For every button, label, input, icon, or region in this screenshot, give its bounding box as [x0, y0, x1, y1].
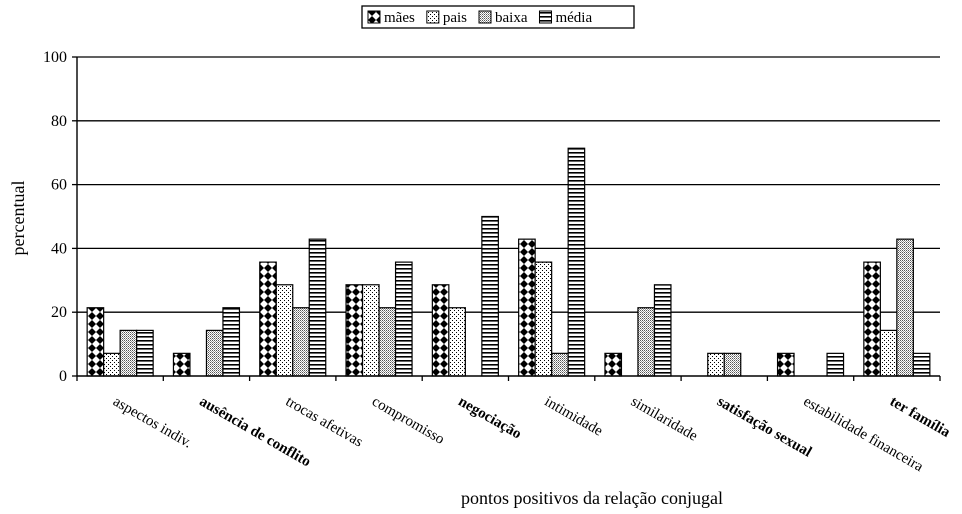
bar-mães-7 — [604, 352, 623, 377]
y-axis-title: percentual — [8, 181, 28, 256]
bar-pais-4 — [361, 284, 380, 377]
bar-mães-9 — [776, 352, 795, 377]
x-tick-label: intimidade — [542, 394, 606, 440]
x-tick-label: satisfação sexual — [714, 394, 814, 461]
y-tick-label: 80 — [51, 113, 67, 130]
bar-mães-4 — [345, 284, 364, 377]
bar-baixa-7 — [637, 307, 656, 377]
bars — [86, 147, 931, 377]
gridlines — [77, 56, 940, 313]
y-tick-label: 20 — [51, 304, 67, 321]
bar-mães-1 — [86, 307, 105, 377]
legend-label-pais: pais — [443, 10, 467, 26]
bar-média-9 — [826, 352, 845, 377]
bar-baixa-1 — [119, 329, 138, 377]
legend-label-mães: mães — [384, 10, 415, 26]
bar-média-1 — [136, 329, 154, 377]
x-tick-label: ter família — [887, 394, 953, 441]
legend-label-média: média — [555, 10, 592, 26]
bar-pais-3 — [275, 284, 294, 377]
legend-swatch-média — [538, 10, 552, 24]
bar-média-2 — [222, 307, 241, 377]
legend-swatch-pais — [426, 10, 440, 24]
bar-mães-5 — [431, 284, 450, 377]
bar-baixa-8 — [723, 352, 742, 377]
x-tick-label: similaridade — [628, 394, 701, 445]
bar-pais-6 — [534, 261, 553, 377]
bar-média-7 — [653, 284, 672, 377]
bar-média-6 — [567, 147, 586, 377]
bar-mães-3 — [259, 261, 277, 377]
x-tick-labels: aspectos indiv. ausência de conflitotroca… — [110, 394, 953, 476]
bar-baixa-2 — [205, 329, 224, 377]
bar-baixa-6 — [551, 352, 569, 377]
y-tick-label: 40 — [51, 240, 67, 257]
x-tick-label: trocas afetivas — [283, 394, 366, 451]
legend-label-baixa: baixa — [495, 10, 528, 26]
bar-baixa-3 — [292, 307, 310, 377]
bar-média-3 — [308, 238, 327, 377]
bar-pais-1 — [103, 352, 121, 377]
x-axis-title: pontos positivos da relação conjugal — [461, 488, 723, 508]
x-tick-label: aspectos indiv. — [110, 394, 194, 452]
bar-mães-6 — [518, 238, 536, 377]
bar-mães-2 — [172, 352, 191, 377]
bar-média-4 — [394, 261, 413, 377]
bar-média-10 — [912, 352, 931, 377]
bar-média-5 — [481, 215, 499, 377]
x-tick-label: negociação — [455, 394, 524, 443]
bar-baixa-10 — [896, 238, 914, 377]
y-tick-label: 100 — [43, 49, 67, 66]
bar-pais-8 — [707, 352, 725, 377]
y-tick-labels: 0 20 40 60 80 100 — [43, 49, 67, 385]
y-tick-label: 0 — [59, 368, 67, 385]
bar-baixa-4 — [378, 307, 397, 377]
y-tick-label: 60 — [51, 177, 67, 194]
axes — [72, 56, 941, 381]
bar-pais-10 — [879, 329, 898, 377]
bar-pais-5 — [448, 307, 466, 377]
legend: mães pais baixa média — [361, 5, 635, 29]
x-tick-label: compromisso — [369, 394, 447, 448]
legend-swatch-mães — [367, 10, 381, 24]
bar-mães-10 — [863, 261, 881, 377]
legend-swatch-baixa — [478, 10, 492, 24]
